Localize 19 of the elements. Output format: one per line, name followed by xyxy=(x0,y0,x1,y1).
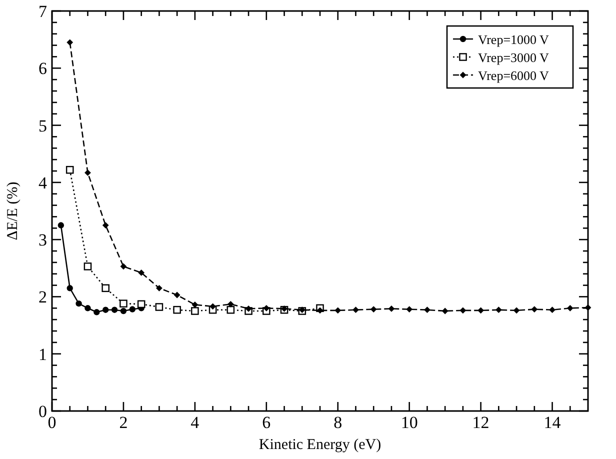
y-tick-label: 5 xyxy=(38,116,47,136)
x-tick-label: 8 xyxy=(334,413,342,432)
y-tick-label: 4 xyxy=(38,173,48,192)
y-tick-label: 1 xyxy=(38,344,47,364)
x-axis-title: Kinetic Energy (eV) xyxy=(258,437,382,453)
y-tick-label: 2 xyxy=(38,288,47,307)
y-tick-label: 3 xyxy=(38,230,47,250)
x-tick-label: 14 xyxy=(544,413,562,432)
x-tick-label: 6 xyxy=(262,413,271,432)
x-tick-label: 10 xyxy=(400,413,418,432)
y-tick-label: 7 xyxy=(38,2,48,21)
y-axis-title: ΔE/E (%) xyxy=(5,182,21,240)
x-tick-label: 4 xyxy=(190,413,200,432)
x-tick-label: 2 xyxy=(119,413,128,432)
legend-label: Vrep=3000 V xyxy=(478,50,550,65)
y-tick-label: 6 xyxy=(38,59,47,78)
legend-label: Vrep=6000 V xyxy=(478,68,550,83)
x-tick-label: 12 xyxy=(472,413,490,432)
legend-label: Vrep=1000 V xyxy=(478,32,550,47)
